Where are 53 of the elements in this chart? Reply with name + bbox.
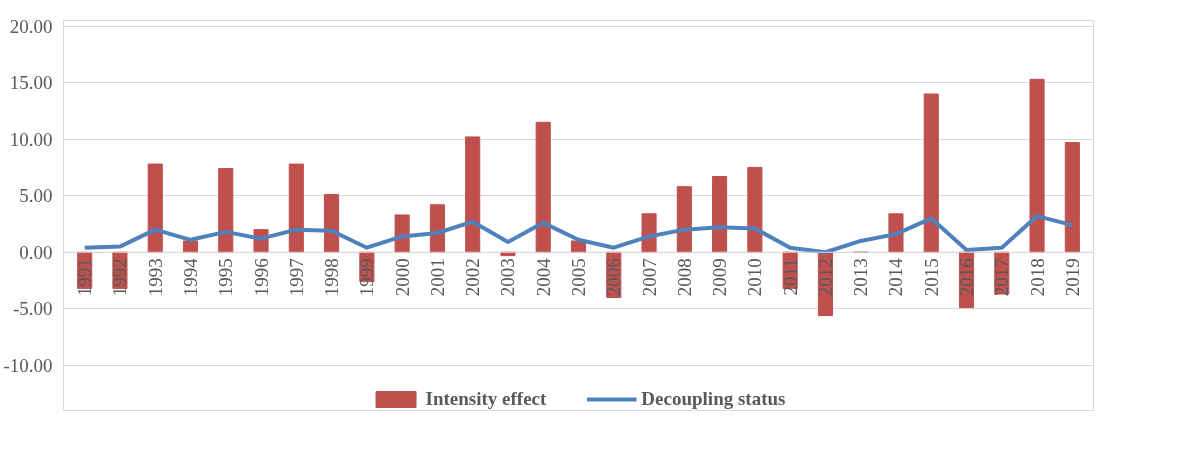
x-tick-label: 1998 <box>321 258 343 297</box>
x-tick-label: 2002 <box>462 258 484 297</box>
x-tick-label: 1999 <box>356 258 378 297</box>
x-tick-label: 2001 <box>426 258 448 297</box>
legend-label: Intensity effect <box>425 388 547 410</box>
bar <box>1064 142 1080 253</box>
bar <box>676 186 692 253</box>
y-tick-label: 5.00 <box>19 185 53 207</box>
x-tick-label: 1992 <box>109 258 131 297</box>
y-tick-label: 20.00 <box>9 15 53 37</box>
y-tick-label: -10.00 <box>3 354 53 376</box>
x-tick-label: 2005 <box>568 258 589 297</box>
bar <box>747 166 763 253</box>
bar <box>218 168 234 253</box>
bar <box>465 136 481 253</box>
x-tick-label: 1997 <box>285 258 307 297</box>
x-tick-label: 2014 <box>885 257 907 297</box>
x-tick-label: 1996 <box>250 258 272 297</box>
x-tick-label: 2013 <box>850 258 872 297</box>
x-tick-label: 2012 <box>814 258 836 297</box>
y-tick-label: 0.00 <box>19 241 53 263</box>
bar <box>1029 78 1045 253</box>
x-tick-label: 2010 <box>744 258 766 297</box>
x-tick-label: 1991 <box>74 258 96 297</box>
bar <box>429 204 445 253</box>
legend-label: Decoupling status <box>641 388 786 410</box>
x-tick-label: 2011 <box>779 258 801 296</box>
bar <box>535 121 551 253</box>
x-tick-label: 1994 <box>179 257 201 297</box>
bar <box>288 163 304 253</box>
bar <box>182 240 199 253</box>
x-tick-label: 2000 <box>391 258 413 297</box>
x-tick-label: 1993 <box>144 258 166 297</box>
y-tick-label: 10.00 <box>9 128 53 150</box>
x-tick-label: 2016 <box>956 258 978 297</box>
x-tick-label: 2003 <box>497 258 519 297</box>
x-tick-label: 2007 <box>638 258 660 297</box>
bar <box>923 93 939 253</box>
y-tick-label: 15.00 <box>9 72 53 94</box>
x-tick-label: 2008 <box>673 258 695 297</box>
bar <box>147 163 163 253</box>
x-tick-label: 2006 <box>603 258 625 297</box>
y-tick-label: -5.00 <box>12 298 53 320</box>
line-series <box>82 214 1075 255</box>
bar <box>324 194 340 253</box>
x-tick-label: 2015 <box>920 258 942 297</box>
x-tick-label: 2018 <box>1026 258 1048 297</box>
x-tick-label: 2009 <box>709 258 731 297</box>
bar <box>712 176 728 253</box>
x-tick-label: 1995 <box>215 258 237 297</box>
x-tick-label: 2019 <box>1061 258 1083 297</box>
x-tick-label: 2017 <box>991 258 1013 297</box>
x-tick-label: 2004 <box>532 257 554 297</box>
